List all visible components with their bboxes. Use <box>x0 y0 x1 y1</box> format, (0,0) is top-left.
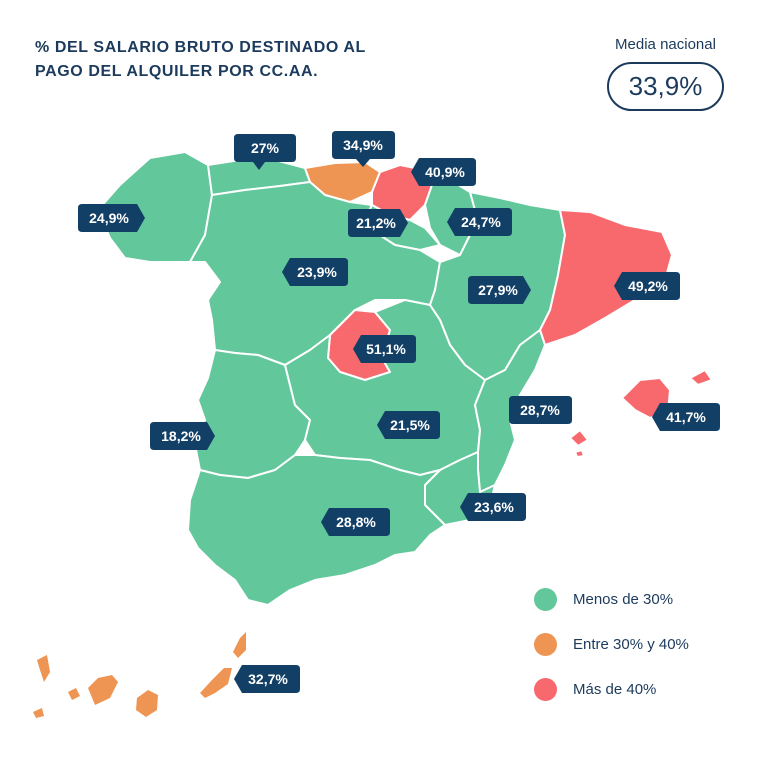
island-gran-canaria <box>136 690 158 717</box>
title-line-2: PAGO DEL ALQUILER POR CC.AA. <box>35 63 319 80</box>
legend-item-orange: Entre 30% y 40% <box>534 631 689 657</box>
label-la-rioja: 21,2% <box>348 209 408 237</box>
label-andalucia-text: 28,8% <box>336 514 376 530</box>
label-cataluna: 49,2% <box>614 272 680 300</box>
label-murcia-text: 23,6% <box>474 499 514 515</box>
label-extremadura-text: 18,2% <box>161 428 201 444</box>
label-andalucia: 28,8% <box>321 508 390 536</box>
island-lanzarote <box>233 632 246 658</box>
label-madrid-text: 51,1% <box>366 341 406 357</box>
legend-label-green: Menos de 30% <box>573 590 674 608</box>
label-baleares: 41,7% <box>652 403 720 431</box>
label-castilla-la-mancha: 21,5% <box>377 411 440 439</box>
label-asturias: 27% <box>234 134 296 170</box>
label-castilla-la-mancha-text: 21,5% <box>390 417 430 433</box>
region-andalucia <box>187 454 446 606</box>
label-galicia: 24,9% <box>78 204 145 232</box>
legend-label-red: Más de 40% <box>573 680 657 698</box>
legend: Menos de 30% Entre 30% y 40% Más de 40% <box>534 586 689 721</box>
label-comunidad-valenciana-text: 28,7% <box>520 402 560 418</box>
label-asturias-text: 27% <box>251 140 280 156</box>
label-castilla-y-leon-text: 23,9% <box>297 264 337 280</box>
region-baleares-ibiza <box>569 429 589 447</box>
label-madrid: 51,1% <box>353 335 416 363</box>
legend-item-green: Menos de 30% <box>534 586 689 612</box>
label-aragon: 27,9% <box>468 276 531 304</box>
island-fuerteventura <box>200 668 232 698</box>
label-canarias: 32,7% <box>234 665 300 693</box>
label-cantabria-text: 34,9% <box>343 137 383 153</box>
region-baleares-menorca <box>689 369 713 386</box>
label-comunidad-valenciana: 28,7% <box>509 396 572 424</box>
map-title: % DEL SALARIO BRUTO DESTINADO AL PAGO DE… <box>35 36 435 84</box>
island-tenerife <box>88 675 118 705</box>
national-average-label: Media nacional <box>615 36 716 53</box>
title-line-1: % DEL SALARIO BRUTO DESTINADO AL <box>35 39 366 56</box>
label-pais-vasco-text: 40,9% <box>425 164 465 180</box>
label-murcia: 23,6% <box>460 493 526 521</box>
legend-dot-red <box>534 677 557 701</box>
label-cataluna-text: 49,2% <box>628 278 668 294</box>
island-la-gomera <box>68 688 80 700</box>
label-pais-vasco: 40,9% <box>411 158 476 186</box>
label-la-rioja-text: 21,2% <box>356 215 396 231</box>
label-cantabria: 34,9% <box>332 131 395 167</box>
legend-item-red: Más de 40% <box>534 676 689 702</box>
region-cataluna <box>539 209 673 346</box>
label-navarra: 24,7% <box>447 208 512 236</box>
legend-dot-green <box>534 587 557 611</box>
legend-dot-orange <box>534 632 557 656</box>
label-navarra-text: 24,7% <box>461 214 501 230</box>
label-aragon-text: 27,9% <box>478 282 518 298</box>
legend-label-orange: Entre 30% y 40% <box>573 635 689 653</box>
region-baleares-formentera <box>574 449 585 458</box>
label-canarias-text: 32,7% <box>248 671 288 687</box>
label-baleares-text: 41,7% <box>666 409 706 425</box>
label-galicia-text: 24,9% <box>89 210 129 226</box>
label-castilla-y-leon: 23,9% <box>282 258 348 286</box>
national-average-value: 33,9% <box>607 62 724 111</box>
label-extremadura: 18,2% <box>150 422 215 450</box>
region-canarias <box>33 632 246 718</box>
island-el-hierro <box>33 708 44 718</box>
island-la-palma <box>37 655 50 682</box>
